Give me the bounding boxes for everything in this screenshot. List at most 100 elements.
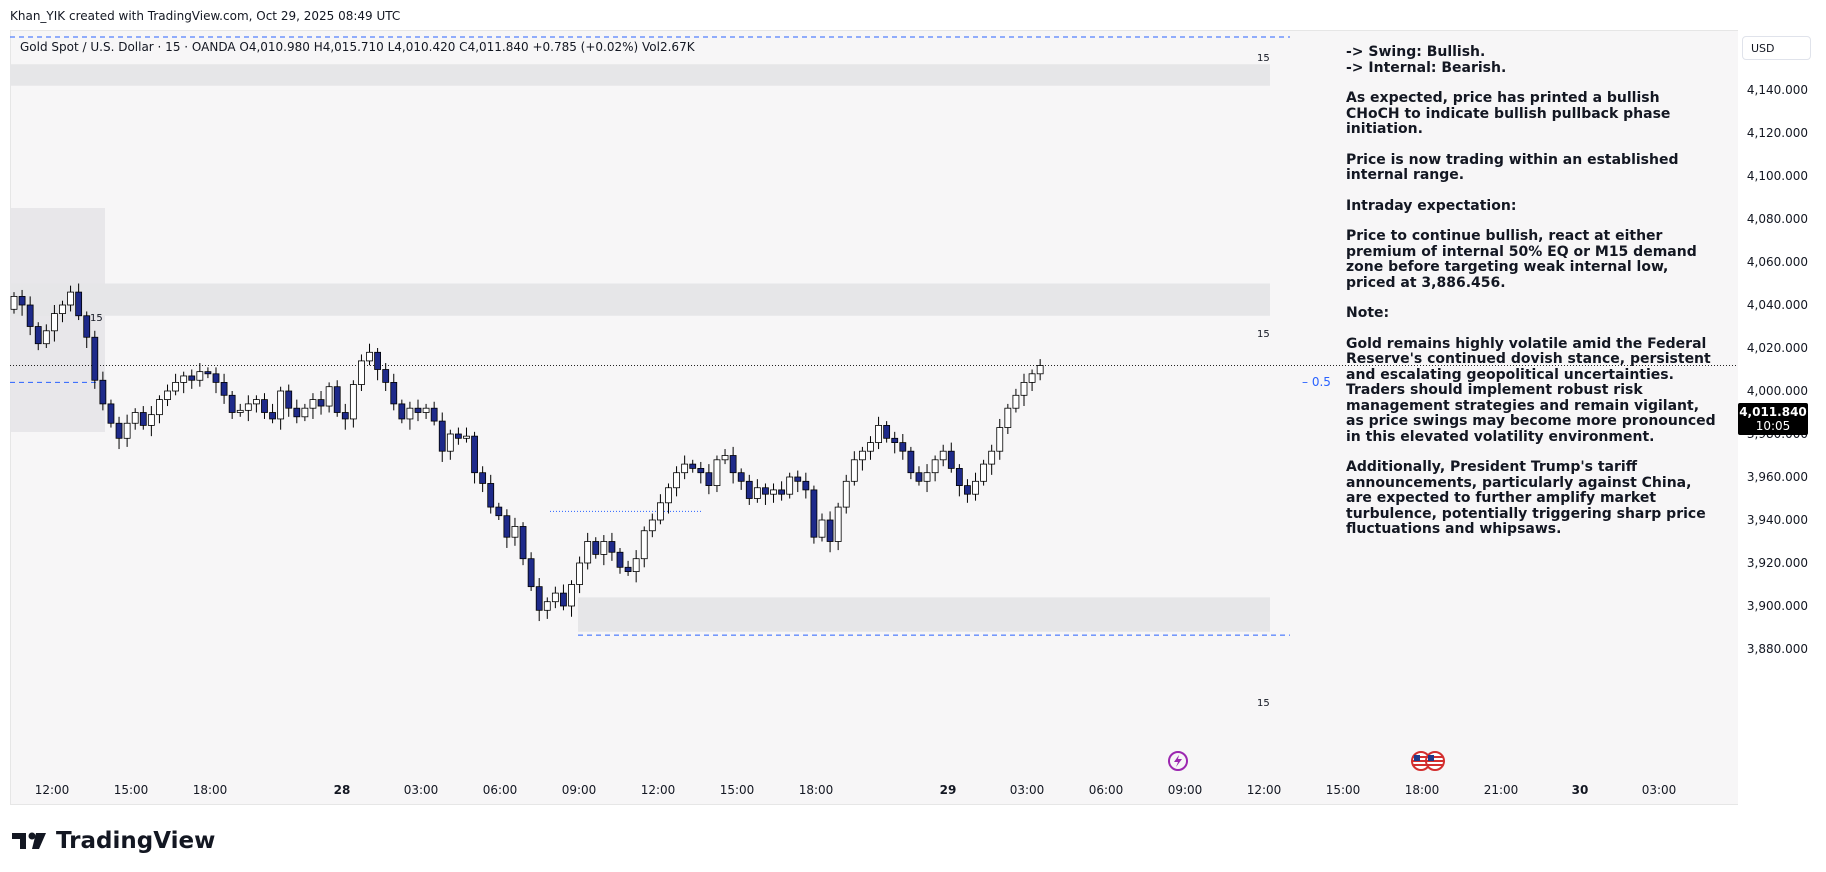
candle-body [770, 489, 777, 495]
candle-body [349, 384, 357, 420]
candle-body [10, 295, 18, 310]
candle-body [648, 519, 656, 532]
candle-body [786, 476, 794, 495]
y-tick-label: 3,880.000 [1746, 642, 1808, 656]
y-tick-label: 4,000.000 [1746, 384, 1808, 398]
demand-supply-zone [578, 597, 1270, 632]
candle-body [390, 381, 398, 405]
x-tick-label: 03:00 [403, 783, 439, 797]
us-flag-event-icon-2[interactable] [1425, 751, 1445, 771]
candle-body [907, 450, 915, 474]
candle-body [640, 530, 648, 560]
candle-body [325, 386, 333, 407]
note-paragraph: Price to continue bullish, react at eith… [1346, 228, 1702, 291]
candle-body [147, 414, 155, 426]
candle-body [632, 558, 640, 573]
x-tick-label: 18:00 [192, 783, 228, 797]
candle-body [228, 394, 236, 413]
candle-body [172, 381, 180, 392]
note-paragraph: Gold remains highly volatile amid the Fe… [1346, 335, 1716, 445]
analysis-note: -> Swing: Bullish. -> Internal: Bearish.… [1346, 44, 1716, 553]
candle-body [91, 336, 99, 381]
candle-body [535, 586, 543, 611]
candle-body [59, 304, 66, 315]
candle-body [810, 489, 818, 538]
y-tick-label: 4,020.000 [1746, 341, 1808, 355]
candle-body [366, 351, 373, 362]
candle-body [131, 412, 139, 424]
y-tick-label: 4,100.000 [1746, 169, 1808, 183]
candle-body [899, 442, 907, 452]
candle-body [301, 407, 309, 418]
candle-body [317, 399, 325, 407]
candle-body [180, 375, 188, 383]
candle-body [988, 450, 996, 465]
note-paragraph: Additionally, President Trump's tariff a… [1346, 459, 1711, 537]
candle-body [269, 412, 276, 420]
y-tick-label: 3,920.000 [1746, 556, 1808, 570]
x-tick-label: 18:00 [1404, 783, 1440, 797]
x-tick-label: 12:00 [640, 783, 676, 797]
candle-body [438, 420, 446, 452]
candle-body [414, 407, 422, 413]
candle-body [34, 326, 42, 345]
candle-body [762, 487, 769, 495]
x-tick-label: 30 [1571, 783, 1589, 797]
candle-body [939, 450, 947, 461]
candle-body [1004, 407, 1012, 428]
candle-body [358, 360, 365, 385]
note-paragraph: As expected, price has printed a bullish… [1346, 90, 1676, 137]
candle-body [1036, 365, 1044, 375]
candle-body [568, 584, 575, 607]
candle-body [665, 487, 672, 504]
candle-body [115, 422, 123, 439]
candle-body [156, 399, 163, 416]
candle-body [374, 351, 382, 370]
candle-body [616, 551, 624, 568]
candle-body [560, 592, 567, 607]
candle-body [382, 369, 390, 383]
candle-body [487, 483, 495, 508]
candle-body [204, 371, 212, 375]
candle-body [188, 375, 196, 381]
candle-body [503, 515, 511, 538]
candle-body [883, 424, 891, 439]
currency-button[interactable]: USD [1742, 36, 1811, 60]
candle-body [818, 519, 826, 538]
candle-body [972, 480, 979, 495]
candle-body [996, 427, 1004, 452]
zone-label-mid: 15 [1257, 329, 1270, 340]
x-tick-label: 06:00 [1088, 783, 1124, 797]
candle-body [164, 390, 171, 400]
candle-body [244, 403, 252, 411]
candle-body [1020, 381, 1028, 396]
tradingview-logo[interactable]: TradingView [12, 828, 215, 854]
candle-body [196, 371, 204, 381]
candle-body [891, 437, 899, 443]
candle-body [689, 463, 697, 469]
candle-body [430, 407, 438, 422]
candle-body [859, 450, 866, 461]
candle-body [479, 472, 487, 484]
candle-body [75, 291, 83, 317]
candle-body [657, 502, 664, 521]
candle-body [527, 558, 535, 588]
candle-body [463, 435, 470, 439]
candle-body [51, 313, 58, 332]
candle-body [915, 472, 923, 482]
y-tick-label: 4,060.000 [1746, 255, 1808, 269]
candle-body [729, 455, 737, 474]
candle-body [446, 433, 454, 452]
candle-body [107, 403, 115, 424]
lightning-event-icon[interactable] [1168, 751, 1188, 771]
candle-body [42, 330, 50, 345]
candle-body [753, 487, 761, 499]
candle-body [212, 373, 220, 383]
tradingview-logo-icon [12, 832, 46, 849]
candle-body [721, 455, 729, 461]
x-tick-label: 09:00 [1167, 783, 1203, 797]
candle-body [834, 506, 842, 542]
candle-body [1028, 373, 1036, 383]
candle-body [139, 412, 147, 426]
